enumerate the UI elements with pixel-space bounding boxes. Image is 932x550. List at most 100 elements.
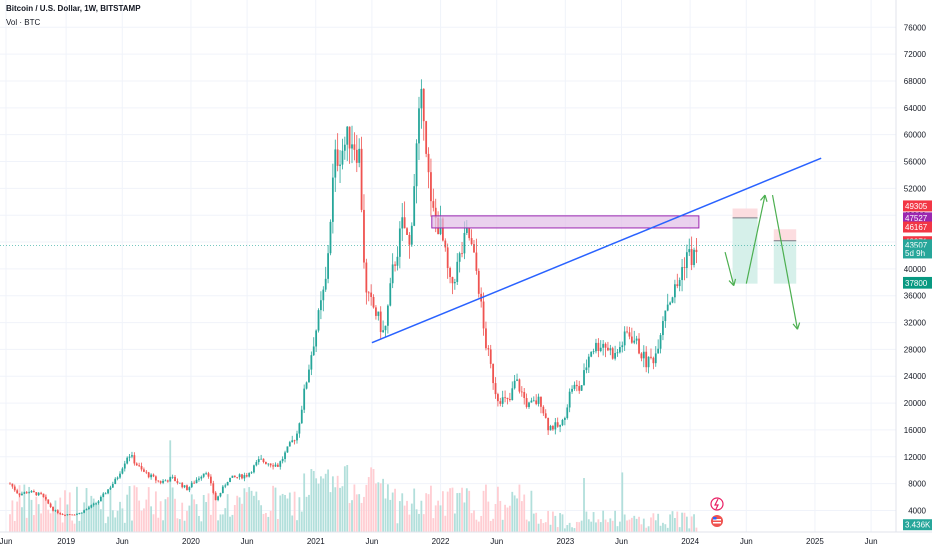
- volume-bar: [255, 491, 258, 532]
- lightning-glyph: [714, 498, 719, 510]
- candle-body: [494, 383, 497, 395]
- candle-body: [102, 493, 105, 497]
- volume-bar: [559, 513, 561, 532]
- time-tick-label: 2019: [57, 537, 75, 546]
- arrow-head: [760, 194, 766, 201]
- volume-bar: [250, 490, 253, 532]
- volume-bar: [202, 495, 205, 532]
- candle-body: [320, 300, 322, 311]
- candle-body: [396, 256, 399, 266]
- volume-bar: [298, 497, 301, 532]
- volume-bar: [111, 510, 114, 532]
- volume-bar: [135, 487, 138, 532]
- volume-bar: [511, 491, 514, 532]
- volume-bar: [224, 508, 227, 532]
- candle-body: [669, 302, 672, 305]
- candle-body: [563, 418, 566, 420]
- price-tick-label: 12000: [904, 453, 927, 462]
- volume-bar: [284, 494, 286, 532]
- candle-body: [525, 398, 528, 407]
- volume-bar: [30, 499, 33, 532]
- volume-bar: [432, 518, 435, 532]
- candle-body: [547, 417, 550, 431]
- candle-body: [360, 148, 363, 210]
- candle-body: [253, 465, 255, 473]
- volume-bar: [657, 513, 660, 532]
- lightning-event-icon[interactable]: [710, 497, 724, 511]
- candle-body: [21, 493, 23, 496]
- price-tick-label: 28000: [904, 345, 927, 354]
- volume-bar: [343, 466, 346, 532]
- volume-bar: [611, 520, 614, 532]
- candle-body: [331, 177, 334, 222]
- price-tick-label: 68000: [904, 77, 927, 86]
- time-axis[interactable]: Jun 2019 Jun 2020 Jun 2021 Jun 2022 Jun 2023 Jun 20…: [0, 537, 878, 546]
- volume-bar: [487, 501, 490, 532]
- price-tick-label: 60000: [904, 131, 927, 140]
- candle-body: [131, 455, 133, 457]
- volume-bar: [444, 515, 447, 532]
- volume-bar: [262, 513, 265, 532]
- candle-body: [578, 386, 581, 391]
- symbol-title[interactable]: Bitcoin / U.S. Dollar, 1W, BITSTAMP: [6, 4, 141, 13]
- volume-bar: [566, 525, 569, 532]
- candle-body: [375, 307, 377, 316]
- candle-body: [513, 380, 516, 389]
- volume-bar: [506, 507, 509, 532]
- volume-bar: [257, 500, 260, 532]
- volume-bar: [209, 514, 212, 532]
- candle-body: [585, 367, 588, 371]
- candle-body: [11, 483, 14, 487]
- volume-bar: [683, 512, 686, 532]
- candle-body: [322, 289, 325, 301]
- volume-bar: [604, 519, 607, 532]
- volume-bar: [607, 522, 609, 532]
- volume-bar: [628, 519, 631, 532]
- volume-indicator-label[interactable]: Vol · BTC: [6, 18, 41, 27]
- volume-bar: [475, 519, 478, 532]
- candle-body: [499, 401, 502, 404]
- arrow-head: [792, 323, 798, 330]
- candle-body: [305, 382, 308, 389]
- volume-bar: [367, 477, 370, 532]
- volume-bar: [480, 515, 483, 532]
- candle-body: [616, 352, 619, 354]
- time-tick-label: 2020: [182, 537, 200, 546]
- volume-bar: [528, 521, 530, 532]
- candle-body: [571, 388, 573, 392]
- volume-bar: [334, 487, 337, 532]
- candle-body: [650, 356, 652, 358]
- candle-body: [25, 492, 28, 494]
- volume-bar: [200, 521, 203, 532]
- arrow-head: [764, 194, 768, 202]
- candle-body: [265, 461, 267, 464]
- candle-body: [461, 253, 463, 255]
- price-axis[interactable]: 4000 8000 12000 16000 20000 24000 28000 32000 36…: [904, 23, 927, 515]
- volume-bars: [9, 440, 698, 532]
- volume-bar: [370, 467, 373, 532]
- projection-arrow: [771, 194, 799, 330]
- candle-body: [592, 351, 595, 353]
- candle-body: [317, 310, 320, 331]
- candle-body: [202, 473, 205, 477]
- projection-arrow: [745, 194, 766, 284]
- drawings[interactable]: [0, 157, 896, 344]
- candle-body: [49, 503, 52, 507]
- volume-bar: [363, 496, 365, 532]
- volume-bar: [401, 493, 404, 532]
- us-flag-event-icon[interactable]: [711, 515, 723, 527]
- candle-body: [647, 356, 650, 368]
- volume-bar: [195, 504, 198, 532]
- event-flags[interactable]: [710, 497, 724, 527]
- volume-bar: [248, 487, 251, 532]
- candle-body: [614, 353, 617, 359]
- candle-body: [95, 503, 97, 505]
- candle-body: [444, 240, 447, 248]
- volume-bar: [25, 517, 28, 532]
- volume-bar: [78, 520, 81, 532]
- candle-body: [207, 473, 210, 477]
- candle-body: [150, 474, 152, 478]
- candle-body: [310, 355, 313, 370]
